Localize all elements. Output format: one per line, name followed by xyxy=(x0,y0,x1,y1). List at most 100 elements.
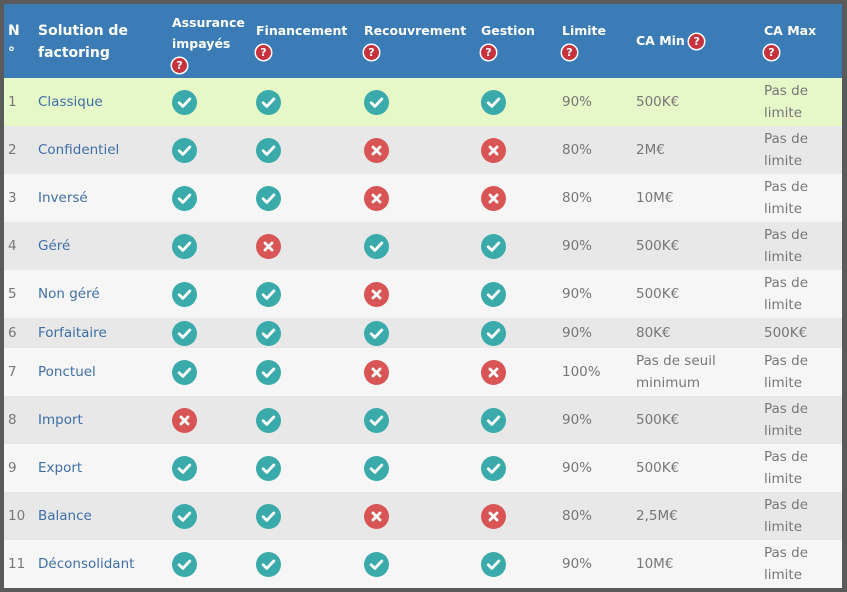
check-icon xyxy=(364,455,389,481)
header-limite: Limite ? xyxy=(558,4,632,78)
check-icon xyxy=(481,455,506,481)
table-row: 5 Non géré 90% 500K€ Pas de limite xyxy=(4,270,842,318)
help-icon[interactable]: ? xyxy=(764,45,779,60)
help-icon[interactable]: ? xyxy=(562,45,577,60)
financement-cell xyxy=(252,270,360,318)
help-icon[interactable]: ? xyxy=(364,45,379,60)
header-gestion-label: Gestion xyxy=(481,23,535,38)
ca-max-value: Pas de limite xyxy=(764,275,809,313)
check-icon xyxy=(172,233,197,259)
recouvrement-cell xyxy=(360,270,477,318)
gestion-cell xyxy=(477,540,558,588)
cross-icon xyxy=(481,137,506,163)
check-icon xyxy=(481,320,506,346)
header-gestion: Gestion ? xyxy=(477,4,558,78)
gestion-cell xyxy=(477,444,558,492)
table-row: 11 Déconsolidant 90% 10M€ Pas de limite xyxy=(4,540,842,588)
ca-max-value: Pas de limite xyxy=(764,131,809,169)
recouvrement-cell xyxy=(360,444,477,492)
row-number: 1 xyxy=(8,94,17,110)
help-icon[interactable]: ? xyxy=(689,34,705,49)
recouvrement-cell xyxy=(360,492,477,540)
table-row: 9 Export 90% 500K€ Pas de limite xyxy=(4,444,842,492)
assurance-cell xyxy=(168,540,252,588)
header-ca-max: CA Max ? xyxy=(760,4,842,78)
table-row: 10 Balance 80% 2,5M€ Pas de limite xyxy=(4,492,842,540)
assurance-cell xyxy=(168,444,252,492)
assurance-cell xyxy=(168,174,252,222)
ca-max-value: Pas de limite xyxy=(764,401,809,439)
solution-name[interactable]: Déconsolidant xyxy=(38,556,135,572)
recouvrement-cell xyxy=(360,396,477,444)
table-row: 2 Confidentiel 80% 2M€ Pas de limite xyxy=(4,126,842,174)
row-number: 11 xyxy=(8,556,26,572)
gestion-cell xyxy=(477,396,558,444)
limite-value: 100% xyxy=(562,364,601,380)
limite-value: 90% xyxy=(562,460,593,476)
assurance-cell xyxy=(168,396,252,444)
ca-min-value: 500K€ xyxy=(636,94,680,110)
solution-name[interactable]: Export xyxy=(38,460,83,476)
solution-name[interactable]: Balance xyxy=(38,508,92,524)
recouvrement-cell xyxy=(360,540,477,588)
limite-value: 80% xyxy=(562,508,593,524)
solution-name[interactable]: Classique xyxy=(38,94,103,110)
solution-name[interactable]: Confidentiel xyxy=(38,142,120,158)
financement-cell xyxy=(252,318,360,348)
gestion-cell xyxy=(477,318,558,348)
ca-min-value: 2,5M€ xyxy=(636,508,678,524)
ca-min-value: 10M€ xyxy=(636,190,674,206)
assurance-cell xyxy=(168,270,252,318)
row-number: 2 xyxy=(8,142,17,158)
header-recouvrement: Recouvrement ? xyxy=(360,4,477,78)
solution-name[interactable]: Non géré xyxy=(38,286,100,302)
solution-name[interactable]: Forfaitaire xyxy=(38,325,107,341)
header-solution: Solution de factoring xyxy=(38,23,128,61)
table-row: 6 Forfaitaire 90% 80K€ 500K€ xyxy=(4,318,842,348)
row-number: 7 xyxy=(8,364,17,380)
help-icon[interactable]: ? xyxy=(256,45,271,60)
ca-min-value: 80K€ xyxy=(636,325,671,341)
recouvrement-cell xyxy=(360,348,477,396)
cross-icon xyxy=(256,233,281,259)
solution-name[interactable]: Géré xyxy=(38,238,71,254)
check-icon xyxy=(364,233,389,259)
check-icon xyxy=(172,455,197,481)
cross-icon xyxy=(364,281,389,307)
solution-name[interactable]: Inversé xyxy=(38,190,88,206)
help-icon[interactable]: ? xyxy=(481,45,496,60)
table-header-row: N ° Solution de factoring Assurance impa… xyxy=(4,4,842,78)
factoring-table: N ° Solution de factoring Assurance impa… xyxy=(4,4,842,588)
ca-min-value: 2M€ xyxy=(636,142,665,158)
solution-name[interactable]: Ponctuel xyxy=(38,364,96,380)
table-body: 1 Classique 90% 500K€ Pas de limite 2 Confiden… xyxy=(4,78,842,588)
financement-cell xyxy=(252,222,360,270)
assurance-cell xyxy=(168,348,252,396)
check-icon xyxy=(256,89,281,115)
ca-min-value: 500K€ xyxy=(636,238,680,254)
recouvrement-cell xyxy=(360,222,477,270)
ca-max-value: Pas de limite xyxy=(764,227,809,265)
header-assurance: Assurance impayés ? xyxy=(168,4,252,78)
help-icon[interactable]: ? xyxy=(172,58,187,73)
ca-max-value: Pas de limite xyxy=(764,449,809,487)
check-icon xyxy=(172,89,197,115)
row-number: 3 xyxy=(8,190,17,206)
check-icon xyxy=(172,551,197,577)
limite-value: 90% xyxy=(562,556,593,572)
solution-name[interactable]: Import xyxy=(38,412,83,428)
header-recouvrement-label: Recouvrement xyxy=(364,23,467,38)
check-icon xyxy=(256,407,281,433)
header-ca-max-label: CA Max xyxy=(764,23,817,38)
check-icon xyxy=(172,320,197,346)
header-ca-min-label: CA Min xyxy=(636,33,685,48)
cross-icon xyxy=(364,185,389,211)
ca-min-value: 500K€ xyxy=(636,460,680,476)
check-icon xyxy=(172,185,197,211)
financement-cell xyxy=(252,126,360,174)
ca-min-value: Pas de seuil minimum xyxy=(636,353,716,391)
limite-value: 90% xyxy=(562,94,593,110)
row-number: 4 xyxy=(8,238,17,254)
gestion-cell xyxy=(477,174,558,222)
row-number: 5 xyxy=(8,286,17,302)
